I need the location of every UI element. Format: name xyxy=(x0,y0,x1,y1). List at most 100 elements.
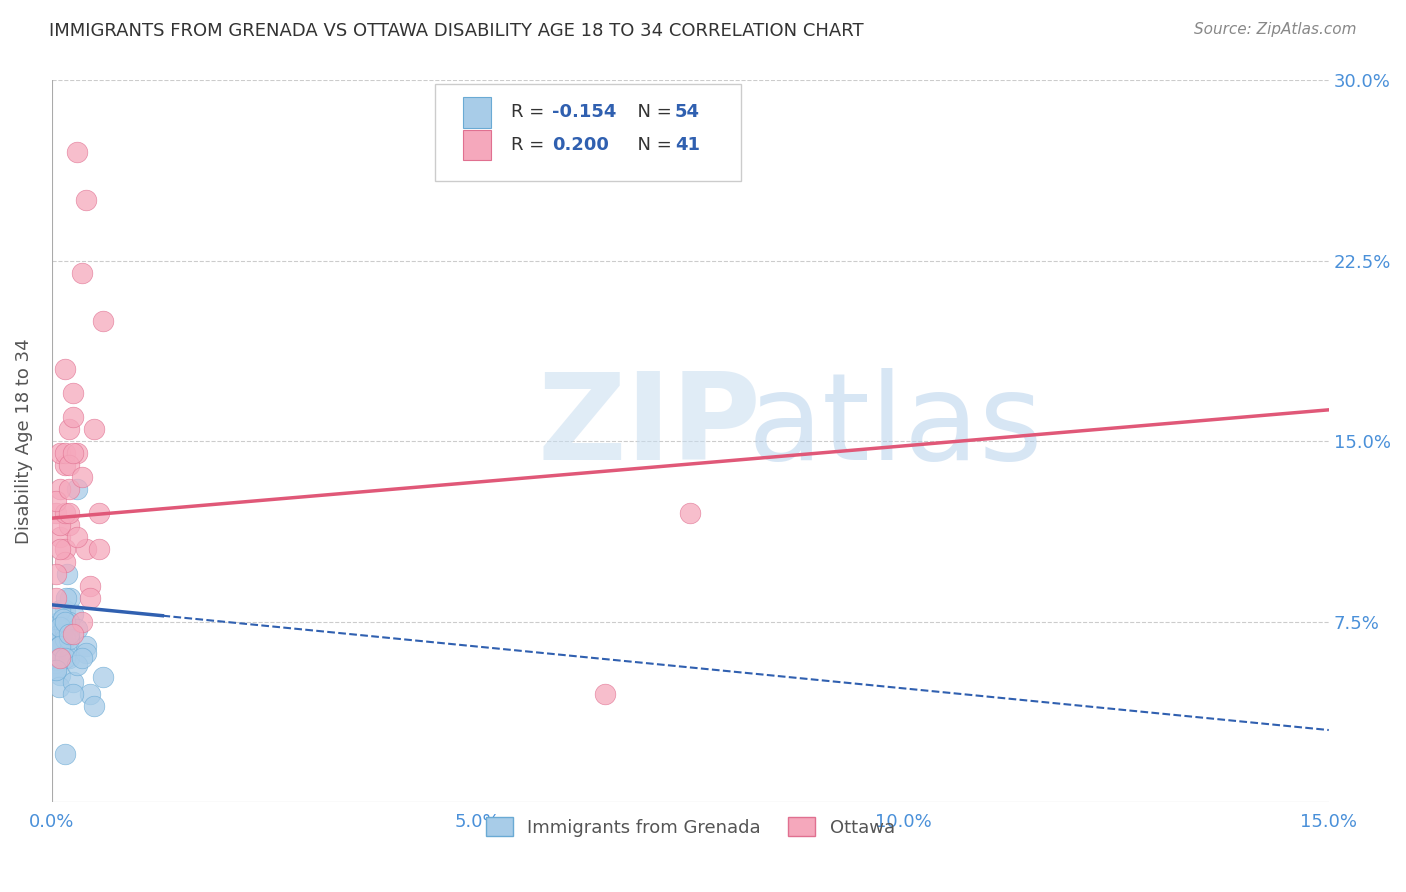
Point xyxy=(79,591,101,605)
Y-axis label: Disability Age 18 to 34: Disability Age 18 to 34 xyxy=(15,338,32,544)
Point xyxy=(52,612,75,626)
Point xyxy=(51,632,73,646)
Point xyxy=(91,314,114,328)
Text: -0.154: -0.154 xyxy=(553,103,617,121)
Point xyxy=(45,494,67,508)
Point xyxy=(45,591,67,605)
Text: R =: R = xyxy=(512,103,551,121)
Point xyxy=(58,622,80,636)
Point xyxy=(62,607,84,622)
Point xyxy=(75,639,97,653)
Point xyxy=(48,639,70,653)
Point xyxy=(58,518,80,533)
Point xyxy=(53,650,76,665)
Text: 41: 41 xyxy=(675,136,700,154)
FancyBboxPatch shape xyxy=(463,97,491,128)
Point xyxy=(75,194,97,208)
Point xyxy=(46,650,69,665)
Point xyxy=(58,650,80,665)
Point xyxy=(58,632,80,646)
Point xyxy=(83,698,105,713)
Point xyxy=(48,615,70,629)
Point xyxy=(44,663,66,677)
Point xyxy=(56,566,79,581)
Point xyxy=(58,458,80,473)
Point xyxy=(49,483,72,497)
Point xyxy=(58,615,80,629)
Point xyxy=(58,626,80,640)
Point xyxy=(49,639,72,653)
Point xyxy=(62,687,84,701)
Point xyxy=(53,362,76,376)
Point xyxy=(44,656,66,670)
Point xyxy=(53,458,76,473)
Point xyxy=(75,542,97,557)
Point xyxy=(52,619,75,633)
Point xyxy=(70,650,93,665)
Point xyxy=(87,542,110,557)
Point xyxy=(62,410,84,425)
Point xyxy=(49,602,72,616)
Point xyxy=(49,639,72,653)
Point xyxy=(45,663,67,677)
Point xyxy=(70,266,93,280)
Point xyxy=(66,446,89,460)
Text: N =: N = xyxy=(627,136,678,154)
Point xyxy=(62,626,84,640)
Point xyxy=(58,507,80,521)
Point xyxy=(70,615,93,629)
Point xyxy=(66,145,89,160)
Point xyxy=(62,674,84,689)
Point xyxy=(66,530,89,544)
Text: atlas: atlas xyxy=(748,368,1043,485)
Point xyxy=(53,554,76,568)
Point xyxy=(49,639,72,653)
Point xyxy=(49,646,72,660)
Point xyxy=(75,646,97,660)
Point xyxy=(59,591,82,605)
Point xyxy=(53,507,76,521)
Text: Source: ZipAtlas.com: Source: ZipAtlas.com xyxy=(1194,22,1357,37)
Point xyxy=(45,663,67,677)
Point xyxy=(53,446,76,460)
Text: 0.200: 0.200 xyxy=(553,136,609,154)
Point xyxy=(53,626,76,640)
Point xyxy=(58,422,80,436)
Point xyxy=(53,602,76,616)
FancyBboxPatch shape xyxy=(463,130,491,161)
Point xyxy=(45,641,67,656)
Point xyxy=(49,446,72,460)
Point xyxy=(79,687,101,701)
Point xyxy=(45,507,67,521)
Point xyxy=(58,483,80,497)
Point xyxy=(679,507,702,521)
Point xyxy=(593,687,616,701)
Point xyxy=(83,422,105,436)
Point xyxy=(48,650,70,665)
Point xyxy=(53,747,76,761)
Point xyxy=(87,507,110,521)
Point xyxy=(45,632,67,646)
Point xyxy=(62,386,84,401)
Point xyxy=(45,639,67,653)
Point xyxy=(49,650,72,665)
Point xyxy=(48,680,70,694)
Point xyxy=(49,619,72,633)
Point xyxy=(49,626,72,640)
Point xyxy=(53,542,76,557)
Point xyxy=(58,643,80,657)
Point xyxy=(53,632,76,646)
Text: R =: R = xyxy=(512,136,551,154)
Point xyxy=(44,653,66,667)
Point xyxy=(48,615,70,629)
Point xyxy=(66,658,89,673)
Point xyxy=(66,622,89,636)
Point xyxy=(48,643,70,657)
Text: N =: N = xyxy=(627,103,678,121)
Point xyxy=(49,518,72,533)
Point xyxy=(79,578,101,592)
Point xyxy=(91,670,114,684)
Point xyxy=(49,626,72,640)
Point xyxy=(66,483,89,497)
Text: 54: 54 xyxy=(675,103,700,121)
